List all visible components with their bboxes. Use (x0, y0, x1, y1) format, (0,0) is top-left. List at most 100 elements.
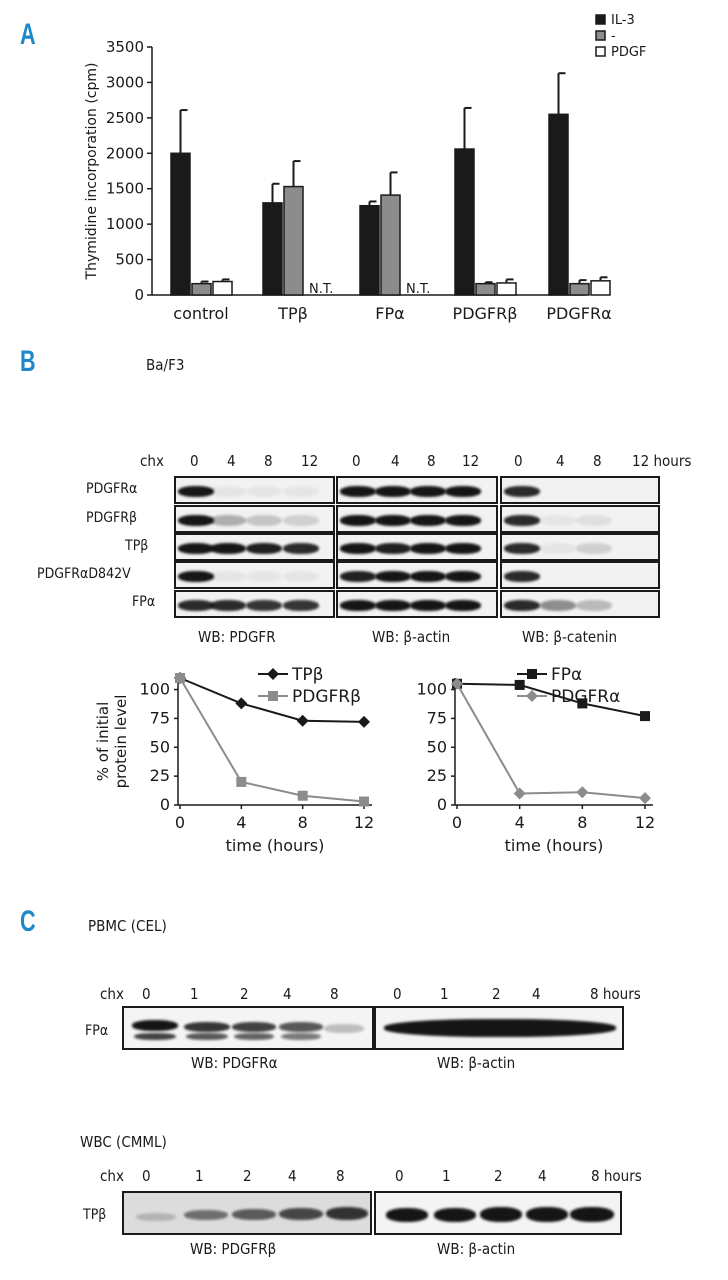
y-axis-label: % of initial (94, 702, 112, 782)
lane-label-b3-0: 0 (514, 452, 523, 470)
legend-marker (267, 668, 279, 680)
lane-label-b2-0: 0 (352, 452, 361, 470)
y-tick-label: 2000 (106, 144, 144, 162)
blot-band (340, 543, 376, 554)
blot-band (246, 600, 282, 611)
wbc-label: WBC (CMML) (80, 1133, 167, 1151)
bar (262, 202, 283, 296)
wb-label-bcatenin: WB: β-catenin (522, 628, 618, 646)
lane-c3-2: 2 (243, 1167, 252, 1185)
legend-marker (526, 690, 538, 702)
hours-label-c2: 8 hours (591, 1167, 642, 1185)
blot-band (410, 486, 446, 497)
series-marker (359, 796, 369, 807)
x-category-label: FPα (375, 304, 404, 323)
wb-label-c2-bactin: WB: β-actin (437, 1240, 516, 1258)
blot-band (375, 486, 411, 497)
blot-row-0-col-0 (174, 476, 335, 504)
blot-row-2-col-0 (174, 533, 335, 561)
hours-label-b: 12 hours (632, 452, 692, 470)
blot-row-4-col-2 (500, 590, 660, 618)
blot-band (340, 571, 376, 582)
blot-band (410, 515, 446, 526)
lane-label-b1-8: 8 (264, 452, 273, 470)
blot-band (375, 515, 411, 526)
bar (359, 204, 380, 296)
blot-band (445, 600, 481, 611)
lane-c1-4: 4 (283, 985, 292, 1003)
blot-band (504, 515, 540, 526)
blot-band (178, 571, 214, 582)
blot-band (210, 571, 246, 582)
y-tick-label: 50 (150, 737, 170, 756)
y-tick-label: 0 (437, 795, 447, 814)
chx-label-c2: chx (100, 1167, 124, 1185)
nt-annotation: N.T. (406, 282, 430, 297)
blot-band (576, 515, 612, 526)
series-marker (640, 711, 650, 722)
cell-line-label: Ba/F3 (146, 356, 185, 374)
lane-c1-8: 8 (330, 985, 339, 1003)
hours-label-c1: 8 hours (590, 985, 641, 1003)
series-marker (297, 790, 308, 801)
wb-label-c1-pdgfra: WB: PDGFRα (191, 1054, 278, 1072)
blot-band (178, 543, 214, 554)
lane-c1-2: 2 (240, 985, 249, 1003)
blot-band (504, 543, 540, 554)
bar (475, 282, 496, 296)
blot-band (210, 543, 246, 554)
series-marker (513, 787, 526, 800)
blot-band (504, 486, 540, 497)
series-marker (514, 679, 525, 690)
blot-band (375, 571, 411, 582)
x-tick-label: 12 (635, 813, 655, 832)
blot-band (504, 600, 540, 611)
legend-marker (527, 669, 537, 679)
blot-band (340, 486, 376, 497)
x-tick-label: 0 (452, 813, 462, 832)
panel-c-letter: C (20, 905, 36, 938)
bar (496, 282, 517, 296)
series-marker (577, 698, 588, 709)
blot-row-2-col-2 (500, 533, 660, 561)
series-marker (175, 673, 185, 683)
blot-band (178, 486, 214, 497)
blot-band (283, 543, 319, 554)
x-axis-label: time (hours) (505, 836, 604, 855)
series-marker (236, 776, 247, 787)
lane-c2-4: 4 (532, 985, 541, 1003)
wb-label-c1-bactin: WB: β-actin (437, 1054, 516, 1072)
lane-c2-0: 0 (393, 985, 402, 1003)
x-axis-label: time (hours) (226, 836, 325, 855)
row-label-pdgfra: PDGFRα (86, 481, 138, 497)
wb-label-bactin-b: WB: β-actin (372, 628, 451, 646)
blot-band (283, 571, 319, 582)
bar (212, 280, 233, 296)
legend-swatch (595, 14, 606, 25)
blot-row-4-col-1 (336, 590, 498, 618)
blot-band (375, 543, 411, 554)
bar (170, 152, 191, 296)
blot-band (210, 486, 246, 497)
blot-row-3-col-2 (500, 561, 660, 589)
bar (569, 282, 590, 296)
blot-band (340, 515, 376, 526)
panel-b-letter: B (20, 345, 36, 378)
series-line (456, 682, 646, 718)
legend-label: PDGF (611, 45, 646, 60)
y-tick-label: 2500 (106, 109, 144, 127)
series-marker (576, 786, 589, 799)
lane-label-b2-8: 8 (427, 452, 436, 470)
lane-c1-0: 0 (142, 985, 151, 1003)
y-tick-label: 75 (150, 708, 170, 727)
y-axis-label: Thymidine incorporation (cpm) (84, 63, 100, 281)
blot-row-1-col-0 (174, 505, 335, 533)
y-tick-label: 100 (139, 680, 170, 699)
blot-band (246, 515, 282, 526)
row-label-tpb: TPβ (125, 538, 149, 554)
y-tick-label: 1000 (106, 215, 144, 233)
blot-band (445, 515, 481, 526)
y-tick-label: 100 (416, 680, 447, 699)
blot-band (210, 600, 246, 611)
